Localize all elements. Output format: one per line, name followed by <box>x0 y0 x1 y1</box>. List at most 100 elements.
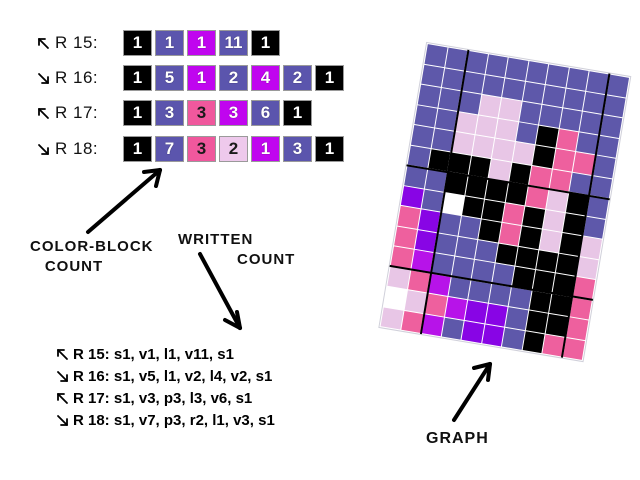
nw-arrow-icon <box>57 349 68 360</box>
graph-cell <box>569 297 592 320</box>
arrow-to-color-blocks <box>86 168 162 234</box>
nw-arrow-icon <box>57 393 68 404</box>
graph-cell <box>427 273 451 296</box>
graph-cell <box>400 185 424 209</box>
graph-label: GRAPH <box>426 430 489 447</box>
arrow-to-written-count <box>198 252 242 330</box>
se-arrow-icon <box>57 371 68 382</box>
color-block-cell-black: 1 <box>123 136 152 162</box>
graph-cell <box>481 323 505 347</box>
arrow-to-graph <box>452 362 492 422</box>
graph-cell <box>475 114 498 138</box>
graph-cell <box>397 205 420 229</box>
graph-cell <box>545 189 569 212</box>
graph-cell <box>498 98 522 121</box>
graph-cell <box>518 101 542 124</box>
graph-cell <box>404 165 427 188</box>
written-count-text: R 15: s1, v1, l1, v11, s1 <box>73 346 234 363</box>
graph-cell <box>448 276 471 300</box>
graph-cell <box>495 243 518 266</box>
graph-cell <box>505 182 528 205</box>
graph-cell <box>485 54 508 77</box>
graph-cell <box>434 232 458 256</box>
color-block-cell-black: 1 <box>315 65 344 91</box>
color-blocks: 1 1 1 11 1 <box>123 30 280 56</box>
graph-cell <box>603 94 626 118</box>
graph-cell <box>542 209 565 232</box>
graph-cell <box>522 81 545 104</box>
graph-cell <box>461 195 485 219</box>
graph-cell <box>464 175 488 199</box>
nw-arrow-icon <box>38 37 49 49</box>
se-arrow-icon <box>57 415 68 426</box>
graph-cell <box>465 50 488 74</box>
row-label: R 17: <box>36 103 107 123</box>
graph-cell <box>586 195 609 219</box>
graph-cell <box>525 185 549 209</box>
graph-cell <box>528 290 552 313</box>
block-row-15: R 15: 1 1 1 11 1 <box>36 30 280 56</box>
color-block-cell-violet: 1 <box>187 30 216 56</box>
color-block-cell-slate: 11 <box>219 30 248 56</box>
graph-cell <box>518 226 542 249</box>
written-count-label-line2: COUNT <box>237 251 296 268</box>
graph-cell <box>593 155 616 178</box>
graph-cell <box>461 320 484 343</box>
color-block-cell-black: 1 <box>251 30 280 56</box>
graph-cell <box>508 286 532 310</box>
color-block-cell-slate: 2 <box>283 65 312 91</box>
written-count-row: R 17: s1, v3, p3, l3, v6, s1 <box>55 390 252 407</box>
graph-cell <box>535 125 559 148</box>
graph-cell <box>471 135 495 158</box>
color-block-cell-slate: 3 <box>283 136 312 162</box>
graph-cell <box>478 94 501 118</box>
graph-cell <box>458 216 481 239</box>
graph-cell <box>522 330 545 354</box>
graph-cell <box>475 239 498 263</box>
color-block-cell-slate: 1 <box>155 30 184 56</box>
written-count-row: R 15: s1, v1, l1, v11, s1 <box>55 346 234 363</box>
color-block-cell-violet: 3 <box>219 100 248 126</box>
graph-cell <box>495 118 518 141</box>
written-count-label-line1: WRITTEN <box>178 231 254 248</box>
graph-cell <box>532 145 555 168</box>
graph-cell <box>565 317 589 340</box>
se-arrow-icon <box>38 72 49 84</box>
graph-cell <box>505 57 528 81</box>
graph-cell <box>552 148 576 172</box>
row-label-text: R 15: <box>55 33 99 52</box>
written-count-row: R 16: s1, v5, l1, v2, l4, v2, s1 <box>55 368 272 385</box>
color-block-cell-pale: 2 <box>219 136 248 162</box>
graph-cell <box>579 236 602 259</box>
nw-arrow-icon <box>38 107 49 119</box>
graph-cell <box>559 108 582 131</box>
graph-cell <box>599 115 623 138</box>
graph-cell <box>380 306 404 330</box>
color-block-count-label-line1: COLOR-BLOCK <box>30 238 154 255</box>
graph-cell <box>437 212 461 236</box>
graph-cell <box>485 303 508 327</box>
color-block-cell-black: 1 <box>123 100 152 126</box>
graph-cell <box>502 77 525 101</box>
graph-cell <box>498 222 522 246</box>
color-block-cell-pink: 3 <box>187 136 216 162</box>
graph-cell <box>515 121 538 145</box>
graph-cell <box>545 64 569 87</box>
graph-cell <box>539 229 562 253</box>
graph-cell <box>421 64 444 87</box>
graph-cell <box>512 141 535 165</box>
row-label: R 18: <box>36 139 107 159</box>
graph-cell <box>451 131 474 155</box>
graph-cell <box>424 293 447 316</box>
graph-cell <box>478 219 501 242</box>
graph-cell <box>384 286 407 310</box>
written-count-text: R 18: s1, v7, p3, r2, l1, v3, s1 <box>73 412 275 429</box>
graph-cell <box>394 226 417 249</box>
color-block-cell-violet: 1 <box>187 65 216 91</box>
graph-cell <box>596 135 619 158</box>
row-label: R 15: <box>36 33 107 53</box>
graph-cell <box>387 266 410 290</box>
